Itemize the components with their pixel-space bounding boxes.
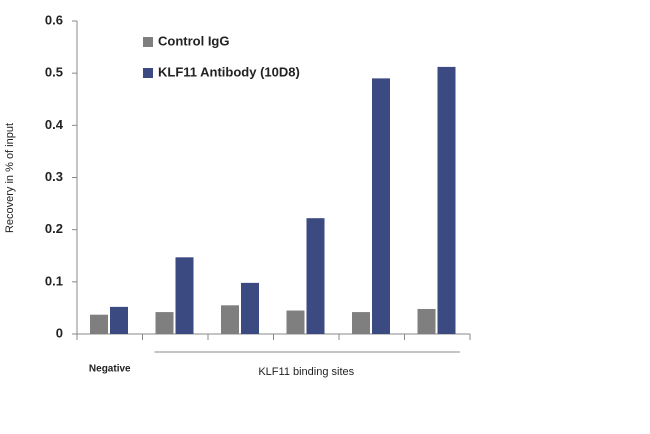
legend-label: KLF11 Antibody (10D8) (158, 64, 300, 79)
y-tick-label: 0.6 (45, 12, 63, 27)
bar (221, 305, 239, 334)
y-tick-label: 0.4 (45, 117, 64, 132)
x-tick-label: Negative (89, 364, 131, 375)
bar (286, 310, 305, 334)
y-tick-label: 0.2 (45, 221, 63, 236)
legend-label: Control IgG (158, 33, 230, 48)
y-tick-label: 0.1 (45, 273, 63, 288)
y-tick-label: 0 (56, 325, 63, 340)
bar (372, 78, 390, 334)
bar (90, 314, 108, 334)
bar (155, 312, 174, 334)
y-tick-label: 0.5 (45, 65, 63, 80)
bar (352, 312, 370, 334)
y-axis-label: Recovery in % of input (4, 123, 16, 233)
bar (417, 308, 436, 334)
bar (241, 282, 259, 334)
bar (110, 306, 128, 334)
y-tick-label: 0.3 (45, 169, 63, 184)
bar (437, 66, 456, 334)
bar (306, 218, 325, 334)
bar (175, 257, 194, 334)
group-label: KLF11 binding sites (258, 366, 354, 378)
legend-swatch (143, 68, 153, 78)
legend-swatch (143, 37, 153, 47)
